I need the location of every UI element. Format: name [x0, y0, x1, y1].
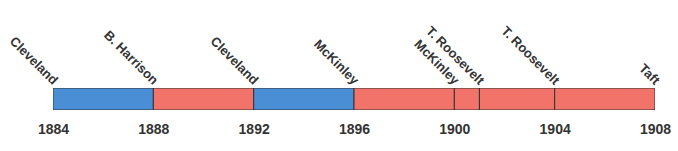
svg-text:T. Roosevelt: T. Roosevelt [498, 23, 563, 88]
svg-text:1896: 1896 [339, 121, 370, 137]
svg-text:1904: 1904 [540, 121, 571, 137]
svg-text:1888: 1888 [138, 121, 169, 137]
svg-text:Taft: Taft [636, 61, 663, 88]
svg-text:1884: 1884 [38, 121, 69, 137]
svg-text:1892: 1892 [239, 121, 270, 137]
svg-text:McKinley: McKinley [311, 37, 363, 89]
svg-text:1908: 1908 [640, 121, 671, 137]
svg-text:McKinley: McKinley [411, 36, 463, 88]
svg-text:Cleveland: Cleveland [208, 34, 262, 88]
svg-text:1900: 1900 [439, 121, 470, 137]
svg-text:B. Harrison: B. Harrison [101, 27, 161, 87]
svg-text:Cleveland: Cleveland [7, 34, 61, 88]
svg-text:T. Roosevelt: T. Roosevelt [423, 23, 488, 88]
